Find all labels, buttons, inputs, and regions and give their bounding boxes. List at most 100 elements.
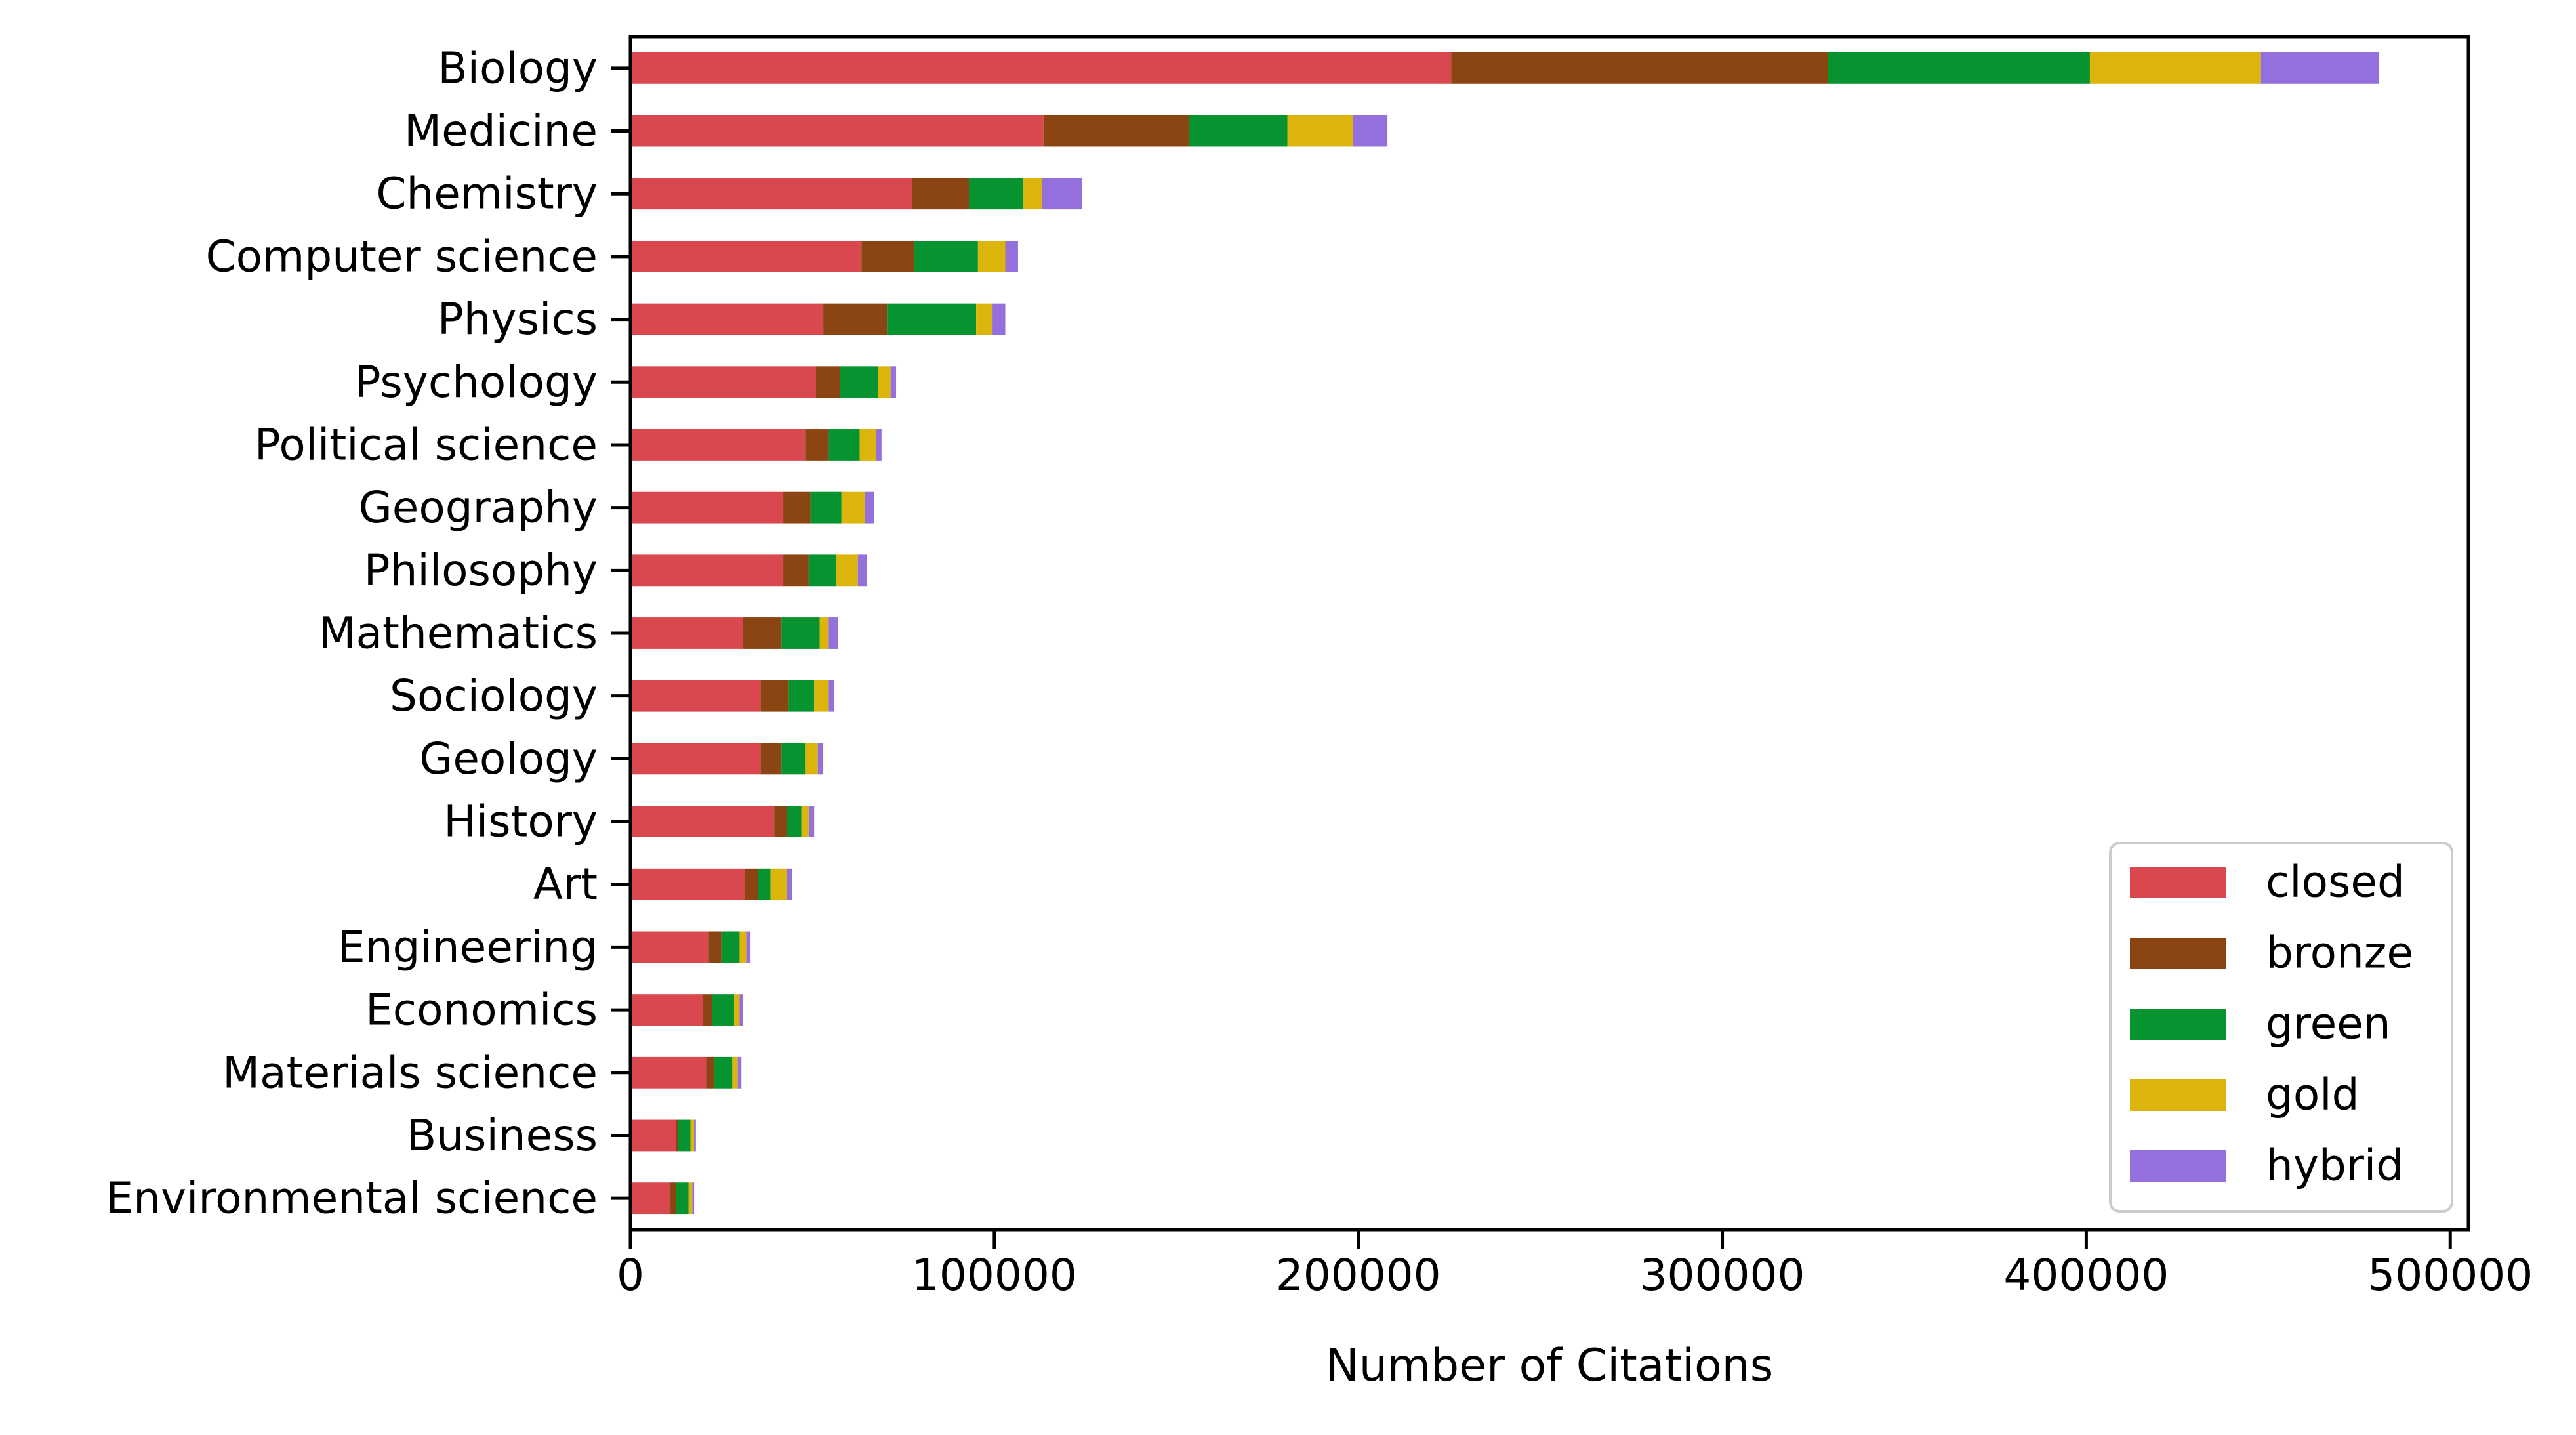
legend-swatch-gold	[2130, 1079, 2226, 1111]
bar-psychology-hybrid	[890, 366, 897, 398]
y-tick-label: Business	[407, 1110, 598, 1161]
bars-layer	[630, 52, 2380, 1215]
bar-philosophy-gold	[836, 554, 858, 587]
bar-engineering-hybrid	[746, 931, 751, 963]
bar-biology-hybrid	[2260, 52, 2380, 84]
bar-physics-bronze	[823, 303, 888, 335]
bar-materials-science-green	[714, 1056, 733, 1089]
bar-computer-science-green	[914, 240, 978, 272]
bar-business-closed	[630, 1119, 676, 1152]
bar-environmental-science-gold	[688, 1182, 693, 1215]
bar-psychology-closed	[630, 366, 816, 398]
bar-mathematics-gold	[819, 617, 829, 649]
bar-chemistry-green	[969, 178, 1024, 210]
y-tick-label: Environmental science	[106, 1173, 598, 1224]
bar-business-bronze	[676, 1119, 678, 1152]
bar-chemistry-bronze	[912, 178, 970, 210]
bar-philosophy-closed	[630, 554, 784, 587]
legend-label-bronze: bronze	[2266, 928, 2413, 978]
bar-political-science-hybrid	[876, 429, 882, 461]
legend-swatch-closed	[2130, 867, 2226, 898]
bar-computer-science-hybrid	[1005, 240, 1018, 272]
y-tick-label: Computer science	[206, 231, 598, 281]
x-tick-label: 500000	[2367, 1250, 2533, 1300]
y-tick-label: Mathematics	[319, 608, 598, 659]
bar-medicine-closed	[630, 115, 1044, 147]
bar-biology-gold	[2089, 52, 2261, 84]
bar-sociology-green	[788, 680, 815, 712]
y-tick-label: Philosophy	[364, 545, 598, 596]
bar-environmental-science-bronze	[670, 1182, 676, 1215]
bar-materials-science-gold	[732, 1056, 738, 1089]
legend-swatch-hybrid	[2130, 1150, 2226, 1182]
legend-label-green: green	[2266, 999, 2391, 1049]
bar-geography-gold	[841, 491, 865, 524]
bar-economics-closed	[630, 994, 703, 1026]
bar-biology-green	[1828, 52, 2090, 84]
bar-art-gold	[770, 868, 787, 900]
bar-history-closed	[630, 806, 775, 837]
bar-history-green	[787, 806, 802, 837]
bar-art-hybrid	[787, 868, 792, 900]
y-tick-label: History	[443, 797, 598, 847]
bar-medicine-gold	[1287, 115, 1353, 147]
bar-political-science-bronze	[805, 429, 829, 461]
bar-geology-gold	[805, 743, 818, 775]
legend: closed bronze green gold hybrid	[2109, 842, 2453, 1213]
y-tick-label: Materials science	[222, 1047, 598, 1098]
bar-history-hybrid	[808, 806, 815, 837]
bar-geography-closed	[630, 491, 784, 524]
legend-label-closed: closed	[2266, 857, 2405, 907]
x-axis-title: Number of Citations	[1326, 1340, 1773, 1392]
bar-chemistry-gold	[1023, 178, 1042, 210]
y-tick-label: Chemistry	[376, 169, 598, 219]
bar-physics-closed	[630, 303, 824, 335]
bar-medicine-bronze	[1043, 115, 1189, 147]
legend-swatch-bronze	[2130, 938, 2226, 969]
x-tick-label: 0	[617, 1250, 644, 1300]
bar-mathematics-hybrid	[828, 617, 838, 649]
bar-psychology-green	[840, 366, 878, 398]
x-tick-label: 400000	[2003, 1250, 2169, 1300]
bar-materials-science-hybrid	[737, 1056, 742, 1089]
bar-business-gold	[690, 1119, 695, 1152]
bar-geology-hybrid	[817, 743, 824, 775]
y-tick-label: Political science	[255, 419, 598, 470]
bar-history-gold	[801, 806, 809, 837]
bar-philosophy-bronze	[783, 554, 809, 587]
bar-materials-science-bronze	[706, 1056, 714, 1089]
bar-psychology-gold	[878, 366, 891, 398]
bar-sociology-bronze	[760, 680, 789, 712]
legend-swatch-green	[2130, 1009, 2226, 1040]
legend-box	[2109, 842, 2453, 1213]
bar-economics-hybrid	[739, 994, 744, 1026]
y-tick-label: Art	[533, 859, 598, 909]
y-tick-label: Geography	[359, 482, 598, 533]
bar-mathematics-bronze	[743, 617, 782, 649]
bar-physics-hybrid	[992, 303, 1006, 335]
x-tick-label: 300000	[1640, 1250, 1805, 1300]
legend-label-gold: gold	[2266, 1070, 2360, 1120]
bar-computer-science-gold	[977, 240, 1006, 272]
bar-geology-bronze	[760, 743, 782, 775]
bar-economics-gold	[734, 994, 740, 1026]
bar-sociology-hybrid	[828, 680, 834, 712]
bar-geography-hybrid	[865, 491, 874, 524]
bar-geography-bronze	[783, 491, 811, 524]
bar-engineering-green	[721, 931, 740, 963]
bar-environmental-science-green	[676, 1182, 689, 1215]
bar-geology-green	[781, 743, 806, 775]
bar-sociology-closed	[630, 680, 761, 712]
y-axis: Biology Medicine Chemistry Computer science…	[106, 43, 630, 1224]
bar-economics-green	[712, 994, 735, 1026]
bar-political-science-green	[828, 429, 860, 461]
y-tick-label: Engineering	[338, 922, 598, 972]
legend-label-hybrid: hybrid	[2266, 1140, 2403, 1191]
y-tick-label: Medicine	[404, 106, 598, 156]
bar-biology-bronze	[1451, 52, 1828, 84]
bar-physics-green	[887, 303, 977, 335]
bar-philosophy-green	[808, 554, 836, 587]
bar-sociology-gold	[814, 680, 829, 712]
bar-political-science-gold	[859, 429, 876, 461]
